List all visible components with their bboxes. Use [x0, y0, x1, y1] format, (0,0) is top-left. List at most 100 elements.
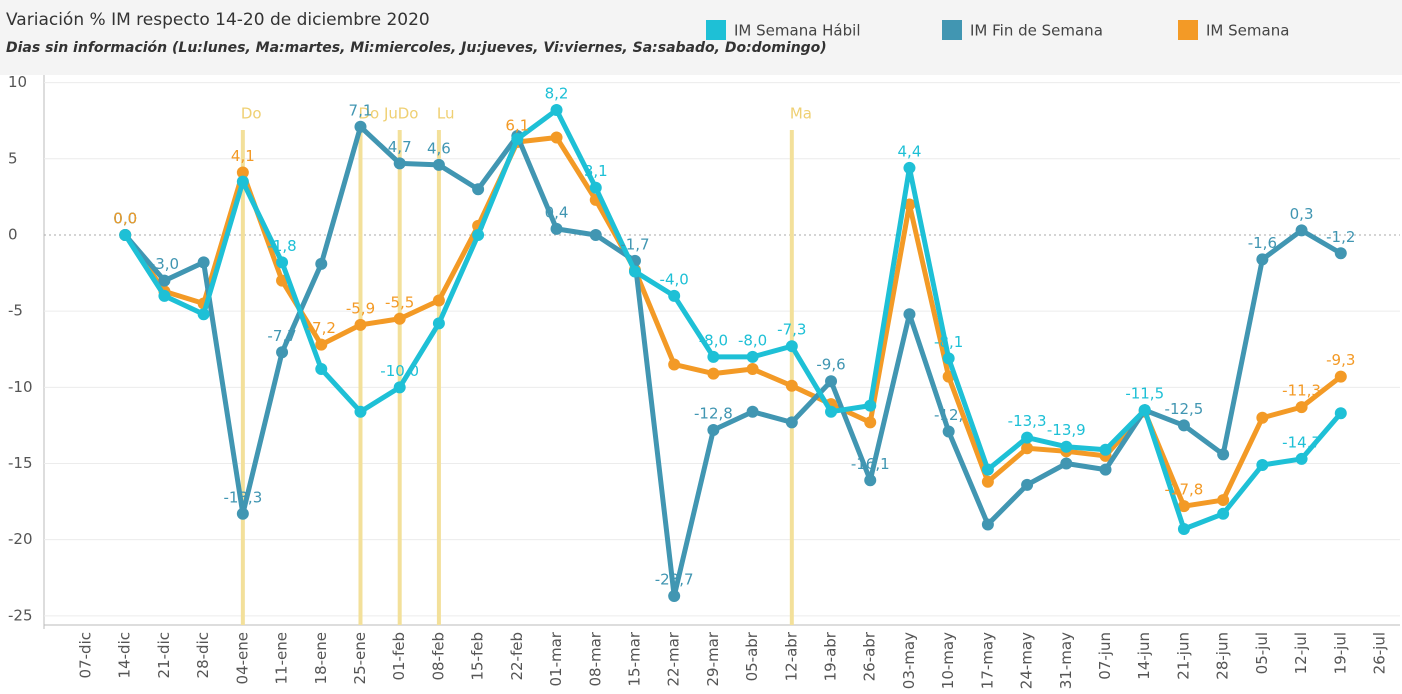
legend-label: IM Fin de Semana [970, 22, 1103, 40]
data-point [354, 405, 367, 418]
x-tick-label: 19-abr [822, 631, 840, 681]
data-point [1060, 440, 1073, 453]
data-point [432, 317, 445, 330]
x-tick-label: 31-may [1057, 632, 1075, 689]
annotation-label: Lu [437, 105, 455, 123]
data-point [707, 367, 720, 380]
y-tick-label: -15 [8, 454, 33, 472]
data-point [628, 265, 641, 278]
data-label: -14,7 [1282, 433, 1321, 451]
data-point [785, 340, 798, 353]
data-label: -8,1 [934, 333, 963, 351]
x-tick-label: 26-jul [1371, 632, 1389, 674]
data-point [825, 375, 838, 388]
x-tick-label: 18-ene [312, 632, 330, 684]
x-tick-label: 08-mar [586, 631, 604, 686]
series-line [123, 107, 1343, 532]
data-label: -1,2 [1326, 228, 1355, 246]
data-point [1256, 459, 1269, 472]
data-label: -4,0 [660, 270, 689, 288]
data-label: 7,1 [349, 101, 373, 119]
data-label: -1,8 [267, 237, 296, 255]
data-point [550, 131, 563, 144]
x-tick-label: 15-mar [625, 631, 643, 686]
y-tick-label: -20 [8, 530, 33, 548]
data-label: -3,0 [150, 255, 179, 273]
legend-swatch [1178, 20, 1198, 40]
data-point [589, 228, 602, 241]
data-point [1295, 452, 1308, 465]
x-tick-label: 26-abr [861, 631, 879, 681]
data-point [903, 308, 916, 321]
y-tick-label: 10 [8, 73, 27, 91]
data-point [236, 507, 249, 520]
data-point [432, 294, 445, 307]
y-tick-label: -10 [8, 378, 33, 396]
data-label: -8,0 [699, 331, 728, 349]
data-label: 4,4 [898, 142, 922, 160]
chart-subtitle: Dias sin información (Lu:lunes, Ma:marte… [6, 40, 827, 56]
data-point [393, 157, 406, 170]
data-label: 4,7 [388, 138, 412, 156]
data-label: -8,0 [738, 331, 767, 349]
data-point [1021, 478, 1034, 491]
data-point [1256, 411, 1269, 424]
data-point [236, 175, 249, 188]
data-point [1334, 247, 1347, 260]
data-point [197, 308, 210, 321]
data-label: -9,6 [816, 356, 845, 374]
data-label: -1,7 [620, 235, 649, 253]
data-point [197, 256, 210, 269]
data-point [785, 379, 798, 392]
data-point [981, 518, 994, 531]
x-tick-label: 25-ene [351, 632, 369, 684]
data-point [1099, 443, 1112, 456]
legend-swatch [706, 20, 726, 40]
data-point [942, 352, 955, 365]
x-tick-label: 05-abr [743, 631, 761, 681]
y-tick-label: 5 [8, 149, 18, 167]
data-label: 6,1 [505, 117, 529, 135]
x-tick-label: 01-mar [547, 631, 565, 686]
x-tick-label: 17-may [978, 632, 996, 689]
y-tick-label: -25 [8, 606, 33, 624]
data-point [785, 416, 798, 429]
annotation-label: Do Ju [358, 105, 397, 123]
data-label: -1,6 [1248, 234, 1277, 252]
data-label: -11,5 [1125, 385, 1164, 403]
data-point [432, 158, 445, 171]
data-label: -12,8 [694, 404, 733, 422]
data-point [1177, 523, 1190, 536]
data-point [315, 257, 328, 270]
data-point [903, 198, 916, 211]
data-point [825, 405, 838, 418]
x-tick-label: 04-ene [233, 632, 251, 684]
header-bg [0, 0, 1402, 75]
y-tick-label: 0 [8, 225, 18, 243]
data-point [1334, 370, 1347, 383]
data-label: -7,2 [307, 319, 336, 337]
x-tick-label: 05-jul [1253, 632, 1271, 674]
data-point [1217, 507, 1230, 520]
annotation-label: Do [398, 105, 419, 123]
x-tick-label: 19-jul [1331, 632, 1349, 674]
data-point [1217, 494, 1230, 507]
data-point [158, 274, 171, 287]
x-tick-label: 21-dic [155, 632, 173, 678]
data-label: -9,3 [1326, 351, 1355, 369]
data-point [119, 228, 132, 241]
data-point [158, 289, 171, 302]
data-label: -13,3 [1008, 412, 1047, 430]
data-point [903, 161, 916, 174]
data-point [942, 425, 955, 438]
data-point [864, 474, 877, 487]
data-point [707, 350, 720, 363]
x-tick-label: 07-jun [1096, 632, 1114, 680]
data-label: -17,8 [1165, 481, 1204, 499]
data-label: -7,3 [777, 321, 806, 339]
data-label: 0,0 [113, 209, 137, 227]
data-label: -18,3 [223, 488, 262, 506]
data-label: -11,3 [1282, 382, 1321, 400]
data-label: -12,5 [1165, 400, 1204, 418]
annotation-label: Ma [790, 105, 812, 123]
